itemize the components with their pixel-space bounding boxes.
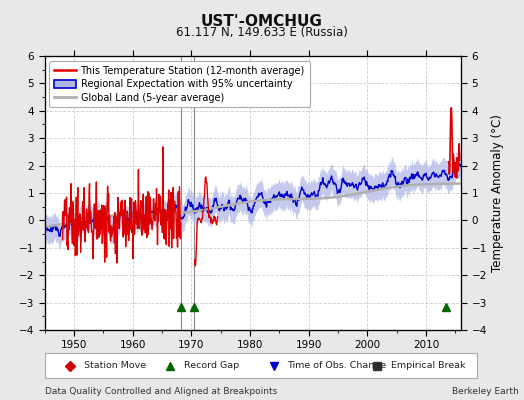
Text: Empirical Break: Empirical Break — [391, 361, 466, 370]
Y-axis label: Temperature Anomaly (°C): Temperature Anomaly (°C) — [491, 114, 504, 272]
Text: UST'-OMCHUG: UST'-OMCHUG — [201, 14, 323, 29]
Text: Time of Obs. Change: Time of Obs. Change — [288, 361, 387, 370]
Text: Berkeley Earth: Berkeley Earth — [452, 387, 519, 396]
Text: Data Quality Controlled and Aligned at Breakpoints: Data Quality Controlled and Aligned at B… — [45, 387, 277, 396]
Text: Record Gap: Record Gap — [184, 361, 239, 370]
Legend: This Temperature Station (12-month average), Regional Expectation with 95% uncer: This Temperature Station (12-month avera… — [49, 61, 310, 107]
Text: Station Move: Station Move — [84, 361, 146, 370]
Text: 61.117 N, 149.633 E (Russia): 61.117 N, 149.633 E (Russia) — [176, 26, 348, 39]
